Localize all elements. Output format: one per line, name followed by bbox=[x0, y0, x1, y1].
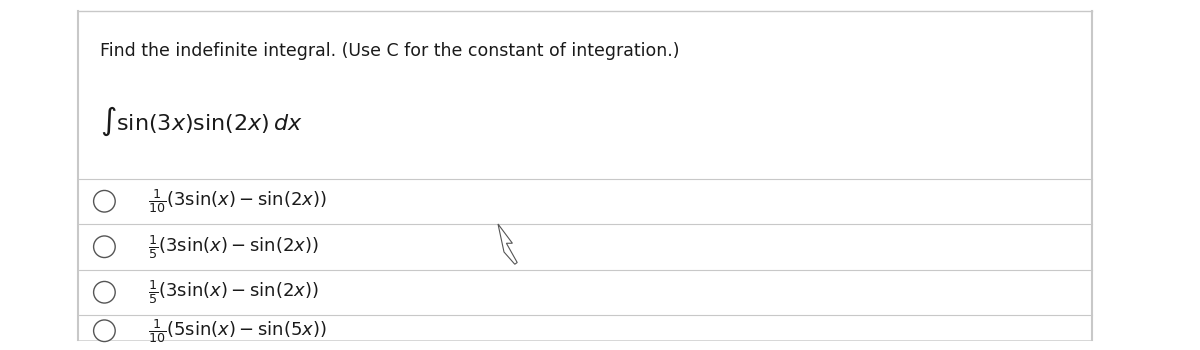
Text: $\frac{1}{10}(5\sin(x) - \sin(5x))$: $\frac{1}{10}(5\sin(x) - \sin(5x))$ bbox=[148, 317, 326, 345]
Polygon shape bbox=[498, 224, 517, 264]
Ellipse shape bbox=[94, 190, 115, 212]
Text: Find the indefinite integral. (Use C for the constant of integration.): Find the indefinite integral. (Use C for… bbox=[100, 42, 679, 60]
Ellipse shape bbox=[94, 281, 115, 303]
Text: $\frac{1}{5}(3\sin(x) - \sin(2x))$: $\frac{1}{5}(3\sin(x) - \sin(2x))$ bbox=[148, 278, 318, 306]
Ellipse shape bbox=[94, 236, 115, 258]
Text: $\frac{1}{10}(3\sin(x) - \sin(2x))$: $\frac{1}{10}(3\sin(x) - \sin(2x))$ bbox=[148, 187, 326, 215]
Text: $\int \sin(3x)\sin(2x)\,dx$: $\int \sin(3x)\sin(2x)\,dx$ bbox=[100, 105, 302, 138]
Ellipse shape bbox=[94, 320, 115, 342]
Text: $\frac{1}{5}(3\sin(x) - \sin(2x))$: $\frac{1}{5}(3\sin(x) - \sin(2x))$ bbox=[148, 233, 318, 261]
